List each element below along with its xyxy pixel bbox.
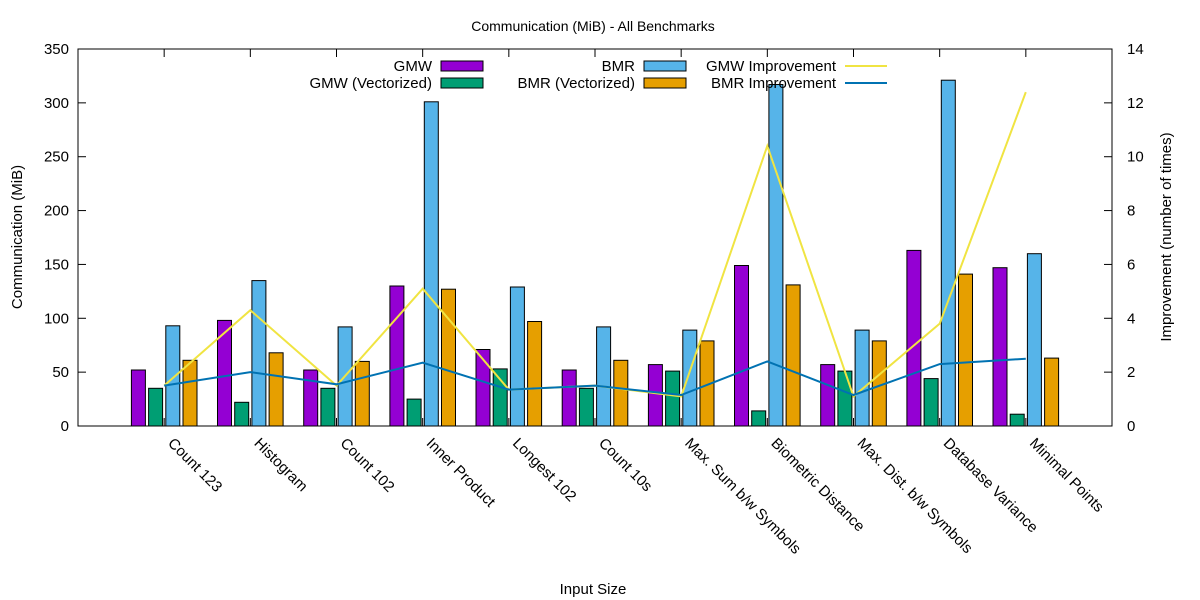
y2-tick-label-2: 4 xyxy=(1127,310,1135,327)
bar-gmw-5 xyxy=(561,369,577,427)
legend-label-gmw-vectorized: GMW (Vectorized) xyxy=(309,75,432,92)
bar-gmw-vectorized-1 xyxy=(234,401,250,427)
y2-tick-label-6: 12 xyxy=(1127,95,1144,112)
bar-bmr-vectorized-9 xyxy=(958,273,973,427)
bar-bmr-10 xyxy=(1026,253,1042,427)
y2-tick-label-5: 10 xyxy=(1127,149,1144,166)
bars-layer xyxy=(130,79,1060,427)
axes-layer: 0 50 100 150 200 250 300 350 0 2 4 6 8 10 12 14 Count 12… xyxy=(44,41,1144,558)
bar-gmw-vectorized-4 xyxy=(492,368,508,427)
x-category-label-5: Count 10s xyxy=(595,435,655,495)
bar-bmr-vectorized-5 xyxy=(613,359,629,427)
bar-gmw-3 xyxy=(389,285,405,427)
chart-title: Communication (MiB) - All Benchmarks xyxy=(471,18,715,34)
bar-bmr-6 xyxy=(682,329,698,427)
legend-swatch-bmr xyxy=(643,60,687,72)
x-category-label-0: Count 123 xyxy=(164,435,225,496)
x-category-label-2: Count 102 xyxy=(337,435,398,496)
x-category-label-9: Database Variance xyxy=(940,435,1041,536)
bar-bmr-5 xyxy=(596,326,612,427)
y2-axis-label: Improvement (number of times) xyxy=(1158,132,1175,341)
y-tick-label-2: 100 xyxy=(44,310,69,327)
y-tick-label-0: 0 xyxy=(61,418,69,435)
y-tick-label-7: 350 xyxy=(44,41,69,58)
y-axis-label: Communication (MiB) xyxy=(9,165,26,309)
bar-gmw-vectorized-6 xyxy=(665,370,681,427)
legend-swatch-gmw xyxy=(440,60,484,72)
x-category-label-3: Inner Product xyxy=(423,435,499,511)
y-tick-label-1: 50 xyxy=(52,364,69,381)
bar-bmr-9 xyxy=(940,79,956,427)
bar-bmr-vectorized-2 xyxy=(354,360,370,427)
bar-bmr-vectorized-1 xyxy=(268,352,284,427)
bar-gmw-vectorized-7 xyxy=(751,410,767,427)
legend-label-gmw: GMW xyxy=(394,58,433,75)
legend-label-gmw-improvement: GMW Improvement xyxy=(706,58,837,75)
y-tick-label-3: 150 xyxy=(44,256,69,273)
bar-gmw-vectorized-8 xyxy=(837,370,853,427)
y2-tick-label-4: 8 xyxy=(1127,203,1135,220)
legend-swatch-bmr-vectorized xyxy=(643,77,687,89)
plot-frame xyxy=(77,48,1113,427)
bar-bmr-4 xyxy=(509,286,525,427)
legend-swatch-gmw-vectorized xyxy=(440,77,484,89)
bar-gmw-vectorized-0 xyxy=(148,387,164,427)
legend-label-bmr-vectorized: BMR (Vectorized) xyxy=(517,75,635,92)
legend-label-bmr-improvement: BMR Improvement xyxy=(711,75,837,92)
bar-gmw-vectorized-5 xyxy=(578,387,594,427)
lines-layer xyxy=(163,91,1027,399)
y-tick-label-5: 250 xyxy=(44,149,69,166)
bar-bmr-7 xyxy=(768,84,784,427)
bar-bmr-vectorized-3 xyxy=(441,288,456,427)
bar-bmr-0 xyxy=(165,325,181,427)
y2-tick-label-0: 0 xyxy=(1127,418,1135,435)
y-tick-label-6: 300 xyxy=(44,95,69,112)
y2-tick-label-3: 6 xyxy=(1127,256,1135,273)
bar-bmr-vectorized-4 xyxy=(527,321,543,427)
x-category-label-1: Histogram xyxy=(251,435,311,495)
bar-bmr-8 xyxy=(854,329,870,427)
line-gmw-improvement xyxy=(163,91,1027,399)
bar-bmr-vectorized-7 xyxy=(785,284,801,427)
bar-gmw-6 xyxy=(647,364,663,427)
x-category-label-7: Biometric Distance xyxy=(768,435,868,535)
bar-gmw-vectorized-3 xyxy=(406,398,422,427)
bar-bmr-1 xyxy=(251,280,267,427)
bar-bmr-vectorized-10 xyxy=(1044,357,1060,427)
bar-gmw-vectorized-10 xyxy=(1009,413,1025,427)
line-bmr-improvement xyxy=(164,357,1026,397)
y2-tick-label-7: 14 xyxy=(1127,41,1144,58)
y2-tick-label-1: 2 xyxy=(1127,364,1135,381)
bar-bmr-3 xyxy=(423,101,439,427)
x-axis-label: Input Size xyxy=(560,581,627,598)
bar-gmw-vectorized-2 xyxy=(320,387,336,427)
y-tick-label-4: 200 xyxy=(44,203,69,220)
bar-gmw-2 xyxy=(303,369,319,427)
x-category-label-4: Longest 102 xyxy=(509,435,579,505)
x-category-label-10: Minimal Points xyxy=(1026,435,1107,516)
bar-gmw-10 xyxy=(992,267,1008,427)
bar-gmw-0 xyxy=(130,369,146,427)
bar-gmw-4 xyxy=(475,349,491,427)
bar-gmw-9 xyxy=(906,249,922,427)
bar-gmw-7 xyxy=(734,265,749,427)
bar-gmw-vectorized-9 xyxy=(923,378,939,427)
bar-gmw-8 xyxy=(820,364,836,427)
legend-label-bmr: BMR xyxy=(602,58,636,75)
bar-bmr-vectorized-0 xyxy=(182,359,198,427)
